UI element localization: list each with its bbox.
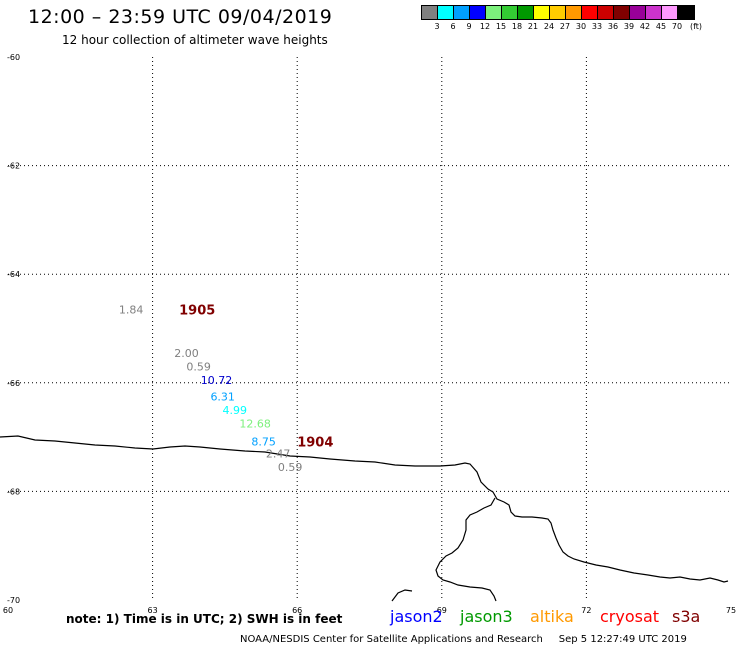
satellite-jason3: jason3 bbox=[460, 607, 513, 626]
pass-time-label: 1904 bbox=[297, 435, 333, 450]
legend-swatch bbox=[534, 6, 550, 19]
legend-tick-label: 45 bbox=[655, 22, 667, 31]
legend-swatch bbox=[518, 6, 534, 19]
legend-tick-label: 9 bbox=[466, 22, 472, 31]
coastline bbox=[0, 435, 729, 602]
legend-swatch bbox=[470, 6, 486, 19]
legend-swatch bbox=[486, 6, 502, 19]
credit-line: NOAA/NESDIS Center for Satellite Applica… bbox=[240, 634, 687, 645]
legend-swatch bbox=[550, 6, 566, 19]
legend-tick-label: 12 bbox=[479, 22, 491, 31]
legend-tick-label: 39 bbox=[623, 22, 635, 31]
color-legend: 3 6 9 12 15 18 21 24 27 30 33 36 39 42 45 70 (ft) bbox=[421, 5, 702, 34]
wave-height-value: 4.99 bbox=[222, 404, 247, 417]
wave-height-value: 8.75 bbox=[251, 435, 276, 448]
legend-unit: (ft) bbox=[689, 22, 703, 31]
legend-swatch bbox=[582, 6, 598, 19]
legend-swatch bbox=[438, 6, 454, 19]
legend-swatch bbox=[630, 6, 646, 19]
y-tick-label: -62 bbox=[7, 162, 20, 171]
legend-swatch bbox=[614, 6, 630, 19]
map-title: 12:00 – 23:59 UTC 09/04/2019 bbox=[28, 6, 333, 28]
y-tick-label: -68 bbox=[7, 487, 20, 496]
units-note: note: 1) Time is in UTC; 2) SWH is in fe… bbox=[66, 612, 343, 626]
x-tick-label: 69 bbox=[437, 606, 447, 615]
date-labels: 1905 1904 bbox=[179, 303, 333, 450]
observations: 1.842.000.5910.726.314.9912.688.752.470.… bbox=[119, 303, 303, 473]
axis-ticks: 60 63 66 69 72 75 -60 -62 -64 -66 -68 -70 bbox=[3, 53, 736, 615]
y-tick-label: -66 bbox=[7, 379, 20, 388]
legend-tick-label: 33 bbox=[591, 22, 603, 31]
coastline-main bbox=[0, 435, 729, 583]
legend-swatch bbox=[598, 6, 614, 19]
x-tick-label: 60 bbox=[3, 606, 13, 615]
wave-height-value: 1.84 bbox=[119, 303, 144, 316]
y-tick-label: -64 bbox=[7, 270, 20, 279]
coastline-south bbox=[391, 589, 413, 602]
x-tick-label: 75 bbox=[726, 606, 736, 615]
x-tick-label: 66 bbox=[292, 606, 302, 615]
legend-swatch bbox=[678, 6, 694, 19]
coastline-inlet bbox=[435, 497, 497, 602]
legend-swatch bbox=[454, 6, 470, 19]
legend-tick-label: 6 bbox=[450, 22, 456, 31]
pass-time-label: 1905 bbox=[179, 303, 215, 318]
satellite-cryosat: cryosat bbox=[600, 607, 660, 626]
wave-height-value: 10.72 bbox=[201, 374, 233, 387]
legend-tick-label: 15 bbox=[495, 22, 507, 31]
x-tick-label: 72 bbox=[581, 606, 591, 615]
legend-swatch bbox=[502, 6, 518, 19]
legend-swatch bbox=[662, 6, 678, 19]
y-tick-label: -70 bbox=[7, 596, 20, 605]
legend-tick-label: 36 bbox=[607, 22, 619, 31]
wave-height-value: 2.47 bbox=[266, 447, 291, 460]
x-tick-label: 63 bbox=[148, 606, 158, 615]
timestamp: Sep 5 12:27:49 UTC 2019 bbox=[558, 634, 687, 645]
wave-height-value: 0.59 bbox=[186, 361, 211, 374]
legend-tick-label: 70 bbox=[671, 22, 683, 31]
legend-tick-label: 18 bbox=[511, 22, 523, 31]
legend-labels: 3 6 9 12 15 18 21 24 27 30 33 36 39 42 45 70 (ft) bbox=[421, 20, 702, 34]
legend-tick-label: 27 bbox=[559, 22, 571, 31]
map-subtitle: 12 hour collection of altimeter wave hei… bbox=[62, 33, 328, 47]
wave-height-value: 6.31 bbox=[210, 390, 235, 403]
legend-tick-label: 21 bbox=[527, 22, 539, 31]
satellite-altika: altika bbox=[530, 607, 574, 626]
y-tick-label: -60 bbox=[7, 53, 20, 62]
legend-tick-label: 42 bbox=[639, 22, 651, 31]
wave-height-value: 12.68 bbox=[239, 418, 270, 431]
legend-swatch bbox=[566, 6, 582, 19]
legend-tick-label: 3 bbox=[434, 22, 440, 31]
wave-height-value: 2.00 bbox=[174, 347, 199, 360]
legend-swatch bbox=[646, 6, 662, 19]
map-grid bbox=[8, 57, 731, 600]
wave-height-value: 0.59 bbox=[278, 461, 303, 474]
satellite-jason2: jason2 bbox=[390, 607, 443, 626]
credit-text: NOAA/NESDIS Center for Satellite Applica… bbox=[240, 634, 543, 645]
legend-tick-label: 30 bbox=[575, 22, 587, 31]
legend-swatches bbox=[421, 5, 695, 20]
legend-tick-label: 24 bbox=[543, 22, 555, 31]
satellite-s3a: s3a bbox=[672, 607, 701, 626]
legend-swatch bbox=[422, 6, 438, 19]
